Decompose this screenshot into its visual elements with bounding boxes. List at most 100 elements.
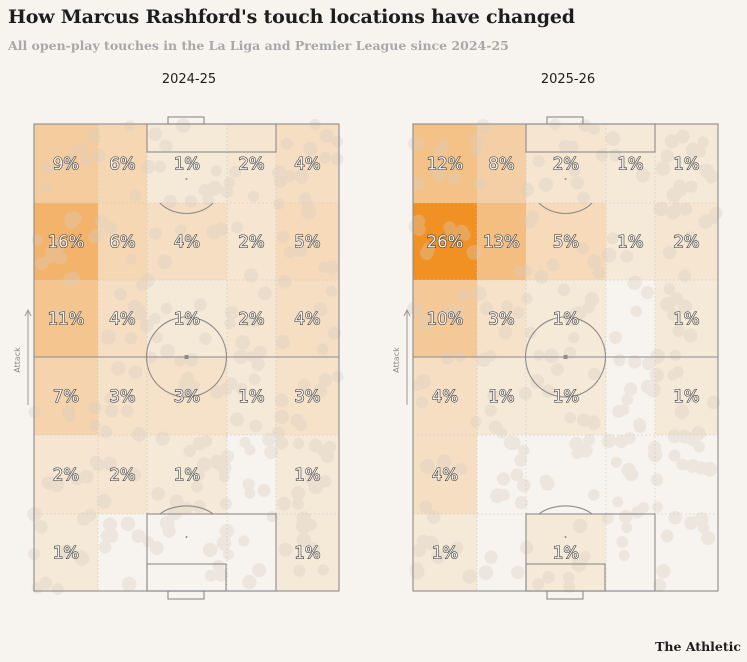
zone-percent-label: 3%	[174, 387, 200, 406]
zone-percent-label: 9%	[53, 155, 79, 174]
penalty-arc-top	[538, 202, 593, 214]
penalty-arc-bottom	[538, 505, 593, 515]
heat-zone	[276, 435, 339, 514]
heat-zone	[606, 203, 655, 280]
zone-percent-label: 10%	[427, 310, 464, 329]
zone-percent-label: 12%	[427, 155, 464, 174]
penalty-box-top	[146, 123, 277, 153]
chart-subtitle: All open-play touches in the La Liga and…	[8, 38, 509, 53]
penalty-box-top	[525, 123, 656, 153]
heat-zone	[227, 124, 276, 203]
heat-zone	[147, 203, 227, 280]
heat-zone	[227, 280, 276, 357]
heat-zone	[98, 280, 147, 357]
pitch-2024-25: Attack 9% 6% 1% 2% 4% 16% 6% 4% 2% 5% 11% 4% 1% 2% 4% 7%…	[13, 116, 344, 600]
goal-bottom	[167, 590, 205, 600]
heat-zone	[276, 280, 339, 357]
heat-zone	[98, 203, 147, 280]
zone-percent-label: 1%	[617, 233, 643, 252]
heat-zone	[413, 357, 477, 435]
heat-zone	[413, 203, 477, 280]
zone-percent-label: 4%	[174, 233, 200, 252]
zone-percent-label: 16%	[48, 233, 85, 252]
heat-zone	[34, 203, 98, 280]
attack-arrow-head	[24, 308, 32, 317]
heat-zone	[526, 280, 606, 357]
heat-zone	[34, 124, 98, 203]
heat-zone	[276, 357, 339, 435]
pitch-markings	[412, 116, 719, 600]
pitch-2025-26: Attack 12% 8% 2% 1% 1% 26% 13% 5% 1% 2% 10% 3% 1% 1% 4%…	[392, 116, 723, 600]
zone-percent-label: 1%	[294, 466, 320, 485]
heat-zone	[655, 124, 718, 203]
publisher-logo: The Athletic	[655, 639, 741, 654]
zone-percent-label: 1%	[238, 387, 264, 406]
heat-zone	[147, 280, 227, 357]
goal-bottom	[546, 590, 584, 600]
heat-zone	[413, 514, 477, 591]
zone-percent-label: 1%	[174, 155, 200, 174]
pitch-spots	[563, 178, 568, 538]
heat-zone	[227, 203, 276, 280]
touch-dots	[27, 118, 344, 596]
heat-zone	[655, 203, 718, 280]
zone-percent-label: 2%	[109, 466, 135, 485]
zone-percent-label: 1%	[174, 466, 200, 485]
zone-percent-label: 1%	[53, 544, 79, 563]
zone-percent-label: 2%	[553, 155, 579, 174]
zone-percent-label: 1%	[553, 387, 579, 406]
heat-zone	[34, 435, 98, 514]
touch-dots	[407, 118, 723, 593]
heat-zone	[526, 514, 606, 591]
zone-percent-label: 2%	[53, 466, 79, 485]
heat-zone	[276, 124, 339, 203]
heat-zone	[655, 357, 718, 435]
season-label-2024-25: 2024-25	[161, 72, 217, 87]
zone-percent-label: 3%	[109, 387, 135, 406]
attack-direction-label: Attack	[392, 347, 401, 373]
heat-zone	[477, 124, 526, 203]
heat-zone	[34, 280, 98, 357]
season-label-2025-26: 2025-26	[540, 72, 596, 87]
zone-percent-label: 2%	[238, 155, 264, 174]
zone-percent-label: 2%	[673, 233, 699, 252]
heat-zone	[655, 280, 718, 357]
heat-zone	[477, 357, 526, 435]
heat-zone	[477, 203, 526, 280]
zone-percent-label: 1%	[673, 155, 699, 174]
heat-zone	[526, 124, 606, 203]
heat-zone	[526, 203, 606, 280]
heat-zone	[147, 124, 227, 203]
penalty-arc-bottom	[159, 505, 214, 515]
zone-percent-label: 3%	[294, 387, 320, 406]
heat-zone	[34, 514, 98, 591]
zone-percent-label: 2%	[238, 233, 264, 252]
goal-top	[546, 116, 584, 125]
zone-percent-label: 1%	[617, 155, 643, 174]
heat-zone	[147, 357, 227, 435]
heat-zone	[227, 357, 276, 435]
centre-circle	[524, 316, 607, 398]
zone-percent-label: 1%	[488, 387, 514, 406]
heat-zone	[98, 357, 147, 435]
attack-direction-label: Attack	[13, 347, 22, 373]
heat-zone	[413, 124, 477, 203]
zone-percent-label: 2%	[238, 310, 264, 329]
zone-percent-label: 6%	[109, 233, 135, 252]
heat-zone	[98, 435, 147, 514]
penalty-arc-top	[159, 202, 214, 214]
zone-percent-label: 4%	[294, 310, 320, 329]
zone-percent-label: 1%	[553, 544, 579, 563]
zone-percent-label: 1%	[673, 387, 699, 406]
zone-percent-label: 7%	[53, 387, 79, 406]
heat-zone	[606, 124, 655, 203]
zone-percent-label: 4%	[432, 387, 458, 406]
pitch-spots	[184, 178, 189, 538]
zone-percent-label: 1%	[432, 544, 458, 563]
zone-percent-label: 1%	[294, 544, 320, 563]
chart-title: How Marcus Rashford's touch locations ha…	[8, 6, 575, 28]
zone-percent-label: 13%	[483, 233, 520, 252]
zone-percent-label: 4%	[294, 155, 320, 174]
zone-percent-label: 5%	[294, 233, 320, 252]
